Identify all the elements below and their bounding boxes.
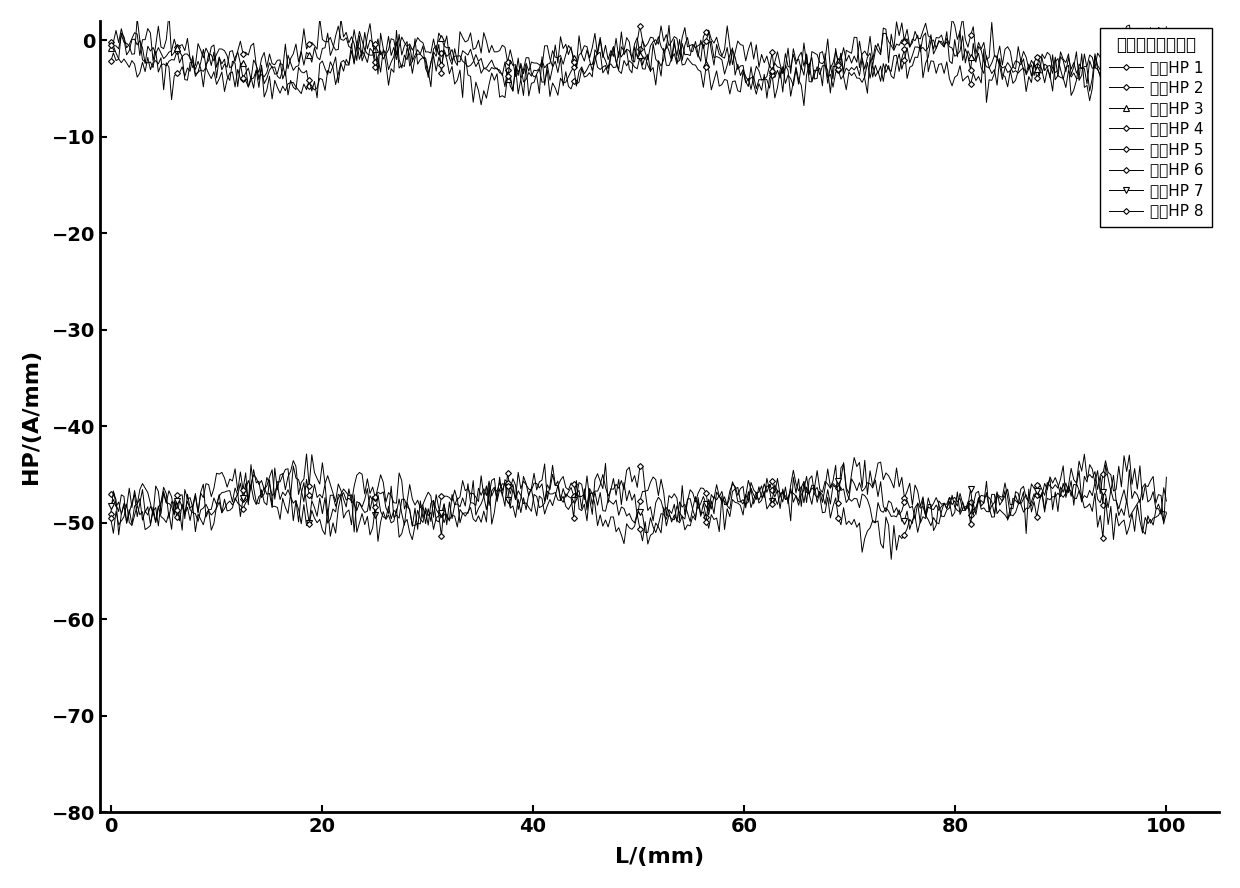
- 切向HP 7: [103, 501, 118, 511]
- 法向HP 4: [450, 75, 465, 85]
- 切向HP 7: [873, 505, 888, 516]
- 法向HP 4: [527, 58, 542, 68]
- 法向HP 2: [450, 56, 465, 67]
- 切向HP 3: [241, 82, 255, 92]
- 法向HP 8: [873, 538, 888, 549]
- 切向HP 1: [773, 73, 787, 83]
- 法向HP 2: [130, 13, 145, 24]
- 切向HP 7: [525, 506, 539, 517]
- 法向HP 8: [884, 554, 899, 565]
- 法向HP 8: [525, 483, 539, 494]
- Line: 法向HP 6: 法向HP 6: [109, 452, 1168, 538]
- 法向HP 8: [770, 499, 785, 510]
- 切向HP 5: [453, 518, 467, 528]
- 切向HP 1: [527, 72, 542, 83]
- Legend: 切向HP 1, 法向HP 2, 切向HP 3, 法向HP 4, 切向HP 5, 法向HP 6, 切向HP 7, 法向HP 8: 切向HP 1, 法向HP 2, 切向HP 3, 法向HP 4, 切向HP 5, …: [1100, 28, 1213, 227]
- 法向HP 4: [870, 45, 885, 56]
- 切向HP 3: [231, 46, 246, 57]
- 切向HP 5: [527, 468, 542, 479]
- 切向HP 5: [103, 489, 118, 500]
- 切向HP 7: [450, 498, 465, 509]
- 切向HP 1: [233, 36, 248, 46]
- 法向HP 4: [1159, 21, 1174, 32]
- 切向HP 1: [161, 8, 176, 19]
- 法向HP 6: [770, 485, 785, 496]
- 法向HP 6: [450, 521, 465, 532]
- 法向HP 2: [796, 100, 811, 111]
- 切向HP 5: [233, 500, 248, 511]
- 法向HP 4: [103, 40, 118, 51]
- 法向HP 2: [525, 78, 539, 89]
- 法向HP 4: [231, 64, 246, 75]
- 法向HP 6: [873, 476, 888, 487]
- 切向HP 5: [1159, 472, 1174, 482]
- 切向HP 5: [773, 490, 787, 501]
- 切向HP 1: [103, 56, 118, 67]
- 切向HP 1: [453, 27, 467, 37]
- 法向HP 4: [875, 23, 890, 34]
- 切向HP 1: [1159, 50, 1174, 60]
- 法向HP 6: [434, 530, 449, 541]
- Line: 法向HP 8: 法向HP 8: [109, 463, 1168, 561]
- 切向HP 7: [247, 464, 262, 475]
- 切向HP 5: [299, 448, 314, 459]
- 法向HP 8: [1159, 508, 1174, 519]
- Line: 法向HP 4: 法向HP 4: [109, 16, 1168, 107]
- Line: 切向HP 5: 切向HP 5: [109, 452, 1168, 537]
- 切向HP 3: [873, 47, 888, 58]
- 切向HP 7: [1159, 507, 1174, 518]
- 法向HP 2: [233, 59, 248, 69]
- 切向HP 7: [1138, 529, 1153, 540]
- 法向HP 4: [773, 59, 787, 70]
- 切向HP 1: [875, 76, 890, 87]
- 切向HP 5: [870, 457, 885, 468]
- 切向HP 3: [525, 71, 539, 82]
- 法向HP 8: [868, 517, 883, 527]
- 法向HP 2: [103, 37, 118, 48]
- 切向HP 7: [231, 490, 246, 501]
- 切向HP 3: [450, 51, 465, 61]
- X-axis label: L/(mm): L/(mm): [615, 847, 704, 868]
- 法向HP 6: [1076, 448, 1091, 459]
- 切向HP 5: [875, 474, 890, 485]
- 切向HP 1: [280, 90, 295, 100]
- 切向HP 3: [918, 18, 932, 28]
- 法向HP 6: [1159, 496, 1174, 506]
- 法向HP 8: [243, 459, 258, 470]
- 法向HP 4: [474, 99, 489, 110]
- Line: 切向HP 3: 切向HP 3: [108, 20, 1169, 90]
- Line: 切向HP 1: 切向HP 1: [109, 12, 1168, 97]
- 法向HP 2: [1159, 41, 1174, 52]
- 切向HP 3: [868, 45, 883, 56]
- Y-axis label: HP/(A/mm): HP/(A/mm): [21, 349, 41, 484]
- 切向HP 3: [103, 43, 118, 53]
- 法向HP 6: [103, 509, 118, 519]
- 法向HP 4: [312, 12, 327, 23]
- 切向HP 3: [1159, 31, 1174, 42]
- 法向HP 6: [525, 485, 539, 496]
- 切向HP 3: [770, 61, 785, 72]
- 切向HP 1: [870, 68, 885, 79]
- 法向HP 2: [875, 59, 890, 69]
- 切向HP 7: [770, 486, 785, 496]
- 法向HP 8: [231, 486, 246, 496]
- 法向HP 6: [231, 488, 246, 498]
- 法向HP 2: [870, 66, 885, 76]
- 法向HP 8: [450, 495, 465, 505]
- Line: 切向HP 7: 切向HP 7: [108, 467, 1169, 537]
- 切向HP 7: [868, 518, 883, 528]
- 切向HP 5: [112, 529, 126, 540]
- 法向HP 8: [103, 513, 118, 524]
- 法向HP 6: [868, 475, 883, 486]
- 法向HP 2: [770, 83, 785, 93]
- Line: 法向HP 2: 法向HP 2: [109, 16, 1168, 107]
